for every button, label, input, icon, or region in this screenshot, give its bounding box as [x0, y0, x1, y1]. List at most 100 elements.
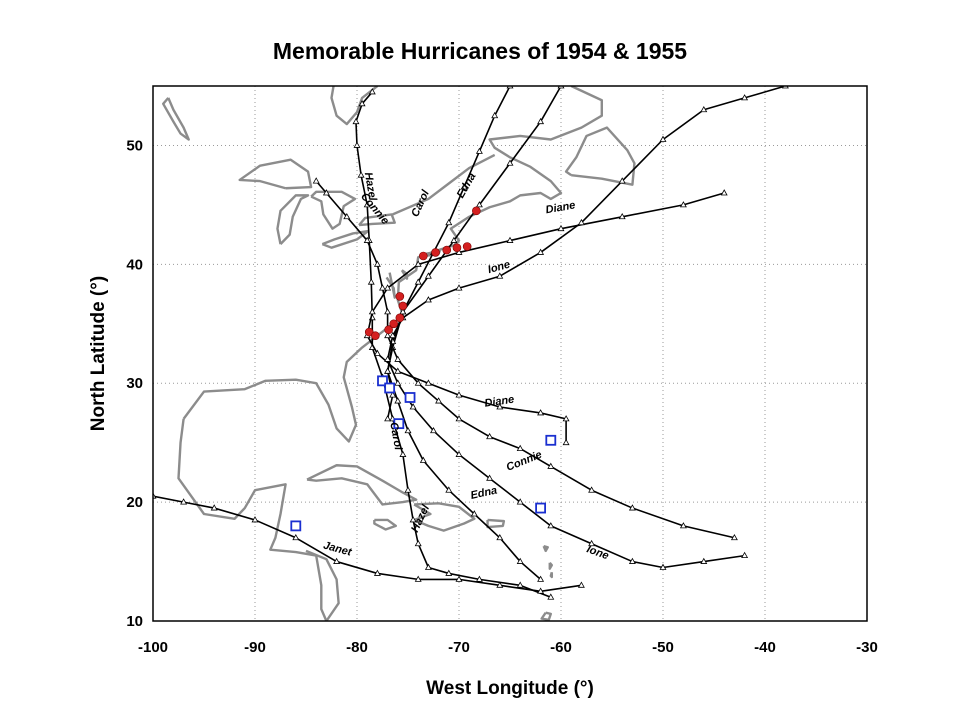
landfall-point-9: [442, 245, 452, 255]
track-point-ione-10: [409, 403, 417, 410]
track-point-edna-3: [470, 510, 478, 517]
landfall-point-10: [452, 243, 462, 252]
coastline-22: [161, 97, 190, 141]
track-point-ione-20: [618, 177, 626, 184]
landfall-point-6: [395, 292, 405, 301]
track-point-hazel-18: [352, 117, 360, 125]
track-point-janet-1: [537, 587, 545, 594]
track-point-janet-6: [333, 557, 341, 564]
track-point-carol-0: [384, 415, 392, 422]
x-tick-label-2: -80: [346, 639, 368, 656]
origin-box-6: [290, 520, 302, 532]
track-point-janet-3: [455, 575, 463, 582]
coastline-3: [305, 549, 340, 621]
track-point-diane-7: [373, 349, 381, 356]
track-point-ione-9: [430, 426, 437, 434]
coastline-10: [549, 571, 554, 579]
track-point-ione-11: [394, 379, 402, 386]
track-point-edna-10: [399, 308, 407, 315]
track-point-diane-1: [562, 415, 570, 422]
x-tick-label-6: -40: [754, 639, 776, 656]
x-tick-label-4: -60: [550, 639, 572, 656]
track-point-janet-4: [414, 575, 422, 582]
track-label-ione-12: Ione: [585, 543, 610, 562]
track-label-carol-9: Carol: [387, 421, 404, 452]
track-point-diane-15: [618, 212, 626, 220]
origin-box-4: [545, 434, 557, 446]
track-point-carol-9: [475, 147, 483, 154]
track-janet: [153, 495, 582, 593]
track-point-diane-0: [562, 438, 570, 446]
track-point-connie-12: [384, 308, 392, 315]
track-point-ione-6: [516, 498, 524, 505]
track-point-hazel-6: [409, 516, 417, 523]
track-point-ione-15: [424, 296, 432, 303]
track-point-diane-14: [557, 224, 565, 232]
markers: [290, 206, 557, 532]
track-point-hazel-8: [399, 450, 407, 457]
track-point-ione-1: [700, 557, 708, 564]
track-point-ione-4: [588, 539, 596, 547]
landfall-point-11: [462, 242, 472, 251]
track-point-hazel-1: [516, 581, 524, 588]
track-label-ione-5: Ione: [487, 259, 512, 276]
track-point-connie-9: [414, 379, 422, 386]
landfall-point-5: [398, 301, 408, 311]
track-point-carol-1: [389, 391, 397, 398]
track-diane: [366, 192, 725, 443]
x-tick-label-7: -30: [856, 639, 878, 656]
track-point-connie-16: [343, 212, 351, 220]
landfall-point-4: [395, 313, 405, 323]
track-point-janet-9: [210, 504, 218, 511]
track-point-ione-3: [628, 557, 636, 564]
landfall-point-1: [371, 331, 380, 340]
track-point-connie-10: [394, 355, 402, 362]
origin-box-5: [535, 502, 546, 514]
track-point-hazel-17: [353, 141, 361, 148]
origin-box-3: [393, 418, 405, 430]
track-point-connie-5: [516, 444, 524, 452]
coastline-16: [358, 213, 396, 227]
track-point-connie-18: [312, 177, 320, 184]
coastline-11: [540, 611, 552, 621]
track-point-edna-12: [450, 236, 458, 243]
track-point-connie-1: [679, 522, 687, 529]
track-point-ione-18: [537, 248, 545, 255]
coastline-2: [564, 126, 636, 186]
y-tick-label-4: 50: [126, 137, 143, 154]
track-point-hazel-7: [404, 486, 412, 493]
track-point-ione-8: [455, 450, 463, 457]
track-point-diane-13: [506, 236, 514, 243]
coastline-0: [177, 418, 328, 621]
coastline-4: [306, 464, 418, 506]
y-axis-label: North Latitude (°): [88, 276, 109, 431]
track-point-janet-10: [180, 498, 188, 505]
track-point-diane-4: [455, 391, 463, 398]
track-point-edna-1: [516, 557, 524, 564]
track-point-diane-2: [537, 409, 545, 416]
axis-ticks: -100 -90 -80 -70 -60 -50 -40 -30 10 20 30 40 50: [126, 137, 878, 656]
plot-frame: [152, 85, 868, 622]
track-point-edna-2: [496, 533, 504, 541]
track-point-diane-10: [384, 284, 392, 291]
track-point-diane-12: [455, 248, 463, 255]
track-point-diane-9: [368, 308, 376, 315]
track-label-carol-1: Carol: [409, 187, 432, 218]
y-tick-label-0: 10: [126, 613, 143, 630]
track-point-ione-0: [741, 551, 749, 559]
track-point-connie-6: [486, 432, 494, 440]
coastline-12: [238, 158, 313, 190]
track-ione: [386, 86, 786, 569]
track-point-hazel-2: [475, 575, 483, 582]
track-point-janet-8: [251, 516, 259, 523]
origin-box-2: [404, 392, 416, 403]
track-point-connie-14: [373, 260, 381, 267]
track-point-hazel-13: [367, 278, 375, 285]
track-point-connie-2: [628, 504, 636, 511]
track-point-connie-17: [322, 189, 330, 196]
x-axis-label: West Longitude (°): [426, 678, 594, 699]
track-point-edna-5: [419, 456, 427, 463]
origin-box-1: [384, 382, 396, 394]
track-point-hazel-0: [547, 593, 555, 600]
track-point-ione-12: [384, 355, 392, 362]
